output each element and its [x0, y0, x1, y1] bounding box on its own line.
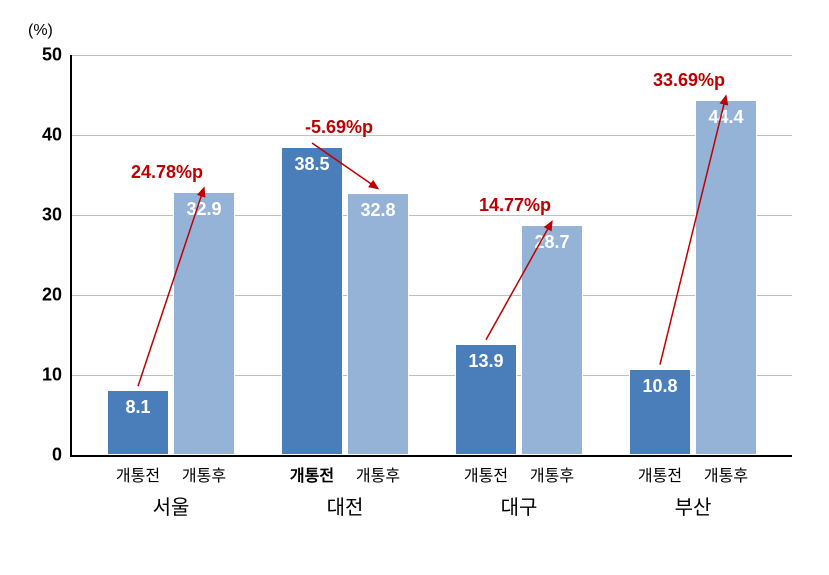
bar-series-label: 개통전 [290, 462, 334, 486]
bar-series-label: 개통후 [704, 462, 748, 486]
bar-series-label: 개통후 [182, 462, 226, 486]
bar-value: 44.4 [708, 107, 743, 128]
chart-container: (%) 010203040508.1개통전32.9개통후서울24.78%p38.… [0, 0, 829, 575]
y-tick-label: 50 [42, 45, 62, 66]
bar-value: 8.1 [125, 397, 150, 418]
y-tick-label: 20 [42, 285, 62, 306]
bar-value: 28.7 [534, 232, 569, 253]
gridline [72, 55, 792, 56]
bar-after: 32.9개통후 [173, 192, 235, 455]
bar-series-label: 개통전 [638, 462, 682, 486]
delta-label: 24.78%p [131, 162, 203, 183]
y-tick-label: 30 [42, 205, 62, 226]
bar-group: 10.8개통전44.4개통후부산 [618, 100, 768, 455]
bar-value: 32.9 [186, 199, 221, 220]
bar-value: 38.5 [294, 154, 329, 175]
bar-after: 28.7개통후 [521, 225, 583, 455]
plot-area: 010203040508.1개통전32.9개통후서울24.78%p38.5개통전… [70, 55, 792, 457]
group-label: 서울 [153, 491, 190, 520]
delta-label: -5.69%p [305, 117, 373, 138]
bar-before: 13.9개통전 [455, 344, 517, 455]
bar-value: 13.9 [468, 351, 503, 372]
bar-value: 10.8 [642, 376, 677, 397]
bar-value: 32.8 [360, 200, 395, 221]
y-axis-title: (%) [28, 22, 53, 40]
bar-series-label: 개통전 [464, 462, 508, 486]
delta-label: 33.69%p [653, 70, 725, 91]
bar-series-label: 개통후 [530, 462, 574, 486]
bar-after: 32.8개통후 [347, 193, 409, 455]
y-tick-label: 10 [42, 365, 62, 386]
bar-before: 38.5개통전 [281, 147, 343, 455]
bar-after: 44.4개통후 [695, 100, 757, 455]
bar-group: 8.1개통전32.9개통후서울 [96, 192, 246, 455]
bar-group: 38.5개통전32.8개통후대전 [270, 147, 420, 455]
delta-label: 14.77%p [479, 195, 551, 216]
bar-before: 8.1개통전 [107, 390, 169, 455]
group-label: 대구 [501, 491, 538, 520]
bar-series-label: 개통후 [356, 462, 400, 486]
group-label: 대전 [327, 491, 364, 520]
y-tick-label: 40 [42, 125, 62, 146]
bar-group: 13.9개통전28.7개통후대구 [444, 225, 594, 455]
bar-series-label: 개통전 [116, 462, 160, 486]
y-tick-label: 0 [52, 445, 62, 466]
group-label: 부산 [675, 491, 712, 520]
bar-before: 10.8개통전 [629, 369, 691, 455]
